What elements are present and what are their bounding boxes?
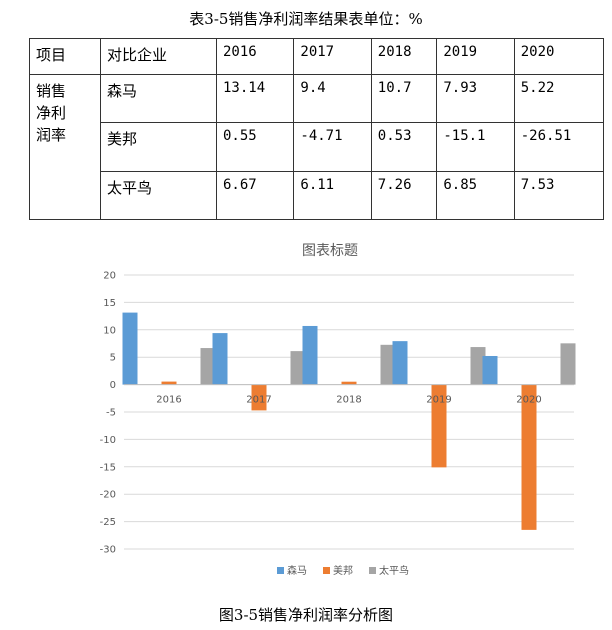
- header-cell-item: 项目: [29, 38, 101, 75]
- y-tick-label: -15: [100, 462, 116, 473]
- y-tick-label: -25: [100, 517, 116, 528]
- value-cell: 7.26: [370, 170, 438, 221]
- header-cell-2019: 2019: [436, 38, 515, 75]
- x-tick-label: 2017: [246, 395, 271, 406]
- legend-label: 森马: [287, 564, 307, 577]
- bar: [392, 341, 408, 385]
- bar: [560, 343, 576, 385]
- row-group-label: 销售 净利 润率: [29, 74, 101, 220]
- y-tick-label: -30: [100, 545, 116, 556]
- y-tick-label: 20: [103, 271, 116, 282]
- header-cell-2018: 2018: [370, 38, 438, 75]
- table-header-row: 项目 对比企业 2016 2017 2018 2019 2020: [29, 38, 605, 75]
- y-tick-label: 5: [110, 353, 116, 364]
- legend-label: 美邦: [333, 564, 353, 577]
- bar: [161, 381, 177, 385]
- bar: [521, 384, 537, 530]
- group-label-line: 销售: [36, 82, 67, 100]
- table-row: 销售 净利 润率 森马 13.14 9.4 10.7 7.93 5.22: [29, 73, 605, 220]
- bar-chart: 图表标题 20 15 10 5 0 -5 -10 -15 -20 -25 -30 2016 2017 20…: [80, 230, 580, 595]
- header-cell-2020: 2020: [513, 38, 605, 75]
- table-row: 美邦 0.55 -4.71 0.53 -15.1 -26.51: [30, 122, 605, 172]
- value-cell: 6.11: [293, 170, 372, 221]
- value-cell: 6.67: [215, 170, 295, 221]
- x-tick-label: 2016: [156, 395, 181, 406]
- value-cell: 7.53: [513, 170, 605, 221]
- group-label-line: 润率: [36, 126, 67, 144]
- x-tick-label: 2018: [336, 395, 361, 406]
- bar: [122, 312, 138, 385]
- chart-title: 图表标题: [302, 243, 358, 259]
- y-tick-label: -5: [106, 408, 116, 419]
- value-cell: 5.22: [513, 73, 605, 124]
- group-label-line: 净利: [36, 104, 67, 122]
- bar: [290, 351, 306, 385]
- company-cell: 太平鸟: [100, 170, 217, 221]
- bar: [302, 325, 318, 385]
- y-tick-label: 15: [103, 298, 116, 309]
- value-cell: 6.85: [436, 170, 515, 221]
- header-cell-2017: 2017: [293, 38, 372, 75]
- header-cell-company: 对比企业: [100, 38, 217, 75]
- header-cell-2016: 2016: [215, 38, 295, 75]
- value-cell: 10.7: [370, 73, 438, 124]
- y-tick-label: -20: [100, 490, 116, 501]
- bar: [200, 348, 216, 385]
- y-tick-label: 10: [103, 325, 116, 336]
- y-tick-label: 0: [110, 380, 116, 391]
- y-tick-label: -10: [100, 435, 116, 446]
- profit-margin-table: 项目 对比企业 2016 2017 2018 2019 2020 销售 净利 润…: [29, 38, 605, 221]
- chart-canvas: 20 15 10 5 0 -5 -10 -15 -20 -25 -30 2016 2017 2018 201…: [100, 271, 576, 577]
- bar: [431, 384, 447, 468]
- legend-swatch: [369, 567, 376, 574]
- figure-caption: 图3-5销售净利润率分析图: [218, 606, 394, 624]
- value-cell: 9.4: [293, 73, 372, 124]
- value-cell: 13.14: [215, 73, 295, 124]
- value-cell: 0.53: [370, 122, 438, 172]
- x-tick-label: 2019: [426, 395, 451, 406]
- table-row: 太平鸟 6.67 6.11 7.26 6.85 7.53: [30, 170, 605, 221]
- legend-swatch: [277, 567, 284, 574]
- value-cell: 0.55: [215, 122, 295, 172]
- value-cell: -26.51: [513, 122, 605, 172]
- company-cell: 美邦: [100, 122, 217, 172]
- bar: [341, 381, 357, 385]
- bar: [470, 347, 486, 385]
- value-cell: 7.93: [436, 73, 515, 124]
- company-cell: 森马: [100, 73, 217, 124]
- bar: [251, 384, 267, 411]
- x-tick-label: 2020: [516, 395, 541, 406]
- legend-label: 太平鸟: [379, 564, 409, 577]
- value-cell: -15.1: [436, 122, 515, 172]
- bar: [482, 355, 498, 385]
- bar: [380, 344, 396, 385]
- table-title: 表3-5销售净利润率结果表单位：%: [189, 10, 423, 28]
- value-cell: -4.71: [293, 122, 372, 172]
- bar: [212, 333, 228, 385]
- legend-swatch: [323, 567, 330, 574]
